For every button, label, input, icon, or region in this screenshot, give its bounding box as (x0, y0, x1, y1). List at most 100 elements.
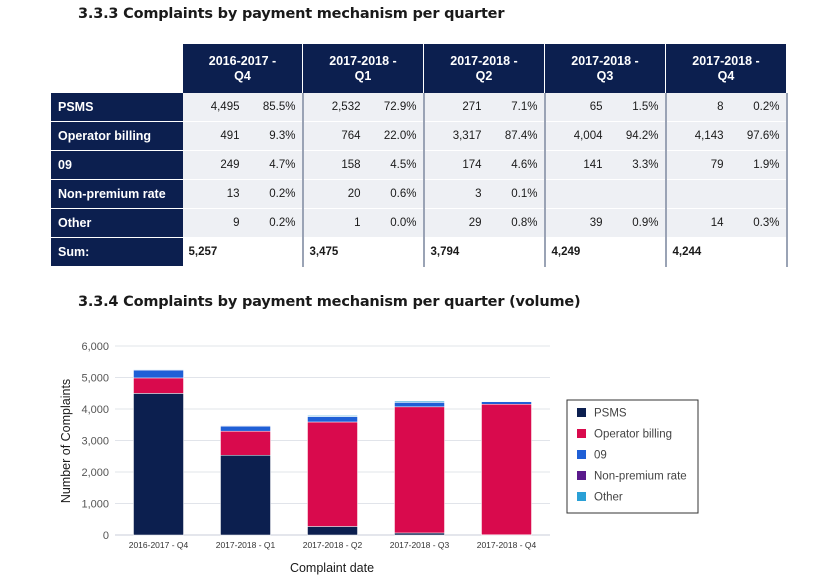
header-quarter-3-line-1: 2017-2018 - (450, 53, 518, 68)
count-cell: 3 (423, 179, 488, 209)
percent-cell: 0.2% (729, 93, 788, 122)
bar-segment (307, 526, 358, 536)
table-body: PSMS 4,495 85.5% 2,532 72.9% 271 7.1% 65 1.5% 8 0.… (51, 93, 788, 267)
percent-cell: 4.5% (366, 150, 425, 180)
percent-cell: 94.2% (608, 121, 667, 151)
count-cell: 79 (665, 150, 730, 180)
header-quarter-4-line-1: 2017-2018 - (571, 53, 639, 68)
y-tick-label: 2,000 (81, 467, 109, 479)
x-tick-label: 2016-2017 - Q4 (129, 540, 189, 550)
row-label: Non-premium rate (51, 179, 183, 209)
bar-segment (481, 401, 532, 405)
x-axis-ticks: 2016-2017 - Q4 2017-2018 - Q1 2017-2018 - … (129, 540, 537, 550)
percent-cell: 72.9% (366, 93, 425, 122)
x-tick-label: 2017-2018 - Q2 (303, 540, 363, 550)
percent-cell: 0.3% (729, 208, 788, 238)
table-row: Sum: 5,257 3,475 3,794 4,249 4,244 (51, 237, 788, 267)
bar-segment (220, 454, 271, 536)
header-quarter-4-line-2: Q3 (596, 68, 614, 83)
header-quarter-2-line-2: Q1 (354, 68, 372, 83)
bar-segment (133, 369, 184, 379)
percent-cell: 0.6% (366, 179, 425, 209)
table-corner-cell (51, 44, 183, 93)
x-tick-label: 2017-2018 - Q4 (477, 540, 537, 550)
y-tick-label: 5,000 (81, 373, 109, 385)
legend-swatch (577, 429, 586, 438)
percent-cell: 0.0% (366, 208, 425, 238)
count-cell: 20 (302, 179, 367, 209)
count-cell: 3,317 (423, 121, 488, 151)
percent-cell: 85.5% (245, 93, 304, 122)
bar-segment (394, 532, 445, 536)
header-quarter-1-line-1: 2016-2017 - (208, 53, 277, 68)
bar-segment (307, 416, 358, 423)
table-title: 3.3.3 Complaints by payment mechanism pe… (78, 6, 505, 22)
bar-segment (133, 393, 184, 536)
y-tick-label: 4,000 (81, 404, 109, 416)
percent-cell (245, 237, 304, 267)
percent-cell: 4.7% (245, 150, 304, 180)
row-label: PSMS (51, 93, 183, 122)
percent-cell: 0.1% (487, 179, 546, 209)
percent-cell (366, 237, 425, 267)
header-quarter-2: 2017-2018 - Q1 (302, 44, 424, 93)
legend-swatch (577, 450, 586, 459)
count-cell: 3,475 (302, 237, 367, 267)
count-cell: 39 (544, 208, 609, 238)
count-cell: 5,257 (182, 237, 246, 267)
count-cell: 3,794 (423, 237, 488, 267)
table-header-row: 2016-2017 - Q4 2017-2018 - Q1 2017-2018 -Q… (51, 44, 787, 93)
count-cell: 8 (665, 93, 730, 122)
percent-cell: 9.3% (245, 121, 304, 151)
table-row: PSMS 4,495 85.5% 2,532 72.9% 271 7.1% 65 1.5% 8 0.… (51, 93, 788, 122)
count-cell (544, 179, 609, 209)
percent-cell (608, 179, 667, 209)
count-cell: 491 (182, 121, 246, 151)
percent-cell: 7.1% (487, 93, 546, 122)
header-quarter-1: 2016-2017 - Q4 (182, 44, 303, 93)
y-tick-label: 6,000 (81, 341, 109, 353)
count-cell: 271 (423, 93, 488, 122)
count-cell: 4,004 (544, 121, 609, 151)
bar-segment (481, 403, 532, 535)
x-axis-label: Complaint date (290, 561, 374, 575)
x-tick-label: 2017-2018 - Q1 (216, 540, 276, 550)
percent-cell: 1.5% (608, 93, 667, 122)
bar-segment (220, 425, 271, 432)
chart-title: 3.3.4 Complaints by payment mechanism pe… (78, 294, 581, 310)
row-label: Sum: (51, 237, 183, 267)
legend-label: Other (594, 492, 623, 504)
bar-segment (307, 421, 358, 527)
x-tick-label: 2017-2018 - Q3 (390, 540, 450, 550)
y-axis-label: Number of Complaints (59, 379, 73, 503)
percent-cell (608, 237, 667, 267)
table-row: Other 9 0.2% 1 0.0% 29 0.8% 39 0.9% 14 0.3% (51, 208, 788, 238)
percent-cell: 1.9% (729, 150, 788, 180)
percent-cell: 0.2% (245, 208, 304, 238)
legend-label: Operator billing (594, 429, 672, 441)
count-cell: 65 (544, 93, 609, 122)
y-tick-label: 1,000 (81, 499, 109, 511)
percent-cell: 22.0% (366, 121, 425, 151)
count-cell: 4,249 (544, 237, 609, 267)
header-quarter-3-line-2: Q2 (475, 68, 493, 83)
y-tick-label: 3,000 (81, 436, 109, 448)
count-cell: 14 (665, 208, 730, 238)
y-tick-label: 0 (103, 530, 109, 542)
percent-cell: 87.4% (487, 121, 546, 151)
bar-segment (394, 406, 445, 534)
legend-label: 09 (594, 450, 607, 462)
count-cell: 29 (423, 208, 488, 238)
bar-segment (220, 430, 271, 456)
count-cell: 9 (182, 208, 246, 238)
count-cell: 2,532 (302, 93, 367, 122)
bar-segment (394, 400, 445, 403)
percent-cell: 4.6% (487, 150, 546, 180)
header-quarter-1-line-2: Q4 (234, 68, 251, 83)
percent-cell: 3.3% (608, 150, 667, 180)
row-label: Other (51, 208, 183, 238)
count-cell (665, 179, 730, 209)
bar-segment (307, 415, 358, 417)
legend-swatch (577, 471, 586, 480)
count-cell: 1 (302, 208, 367, 238)
